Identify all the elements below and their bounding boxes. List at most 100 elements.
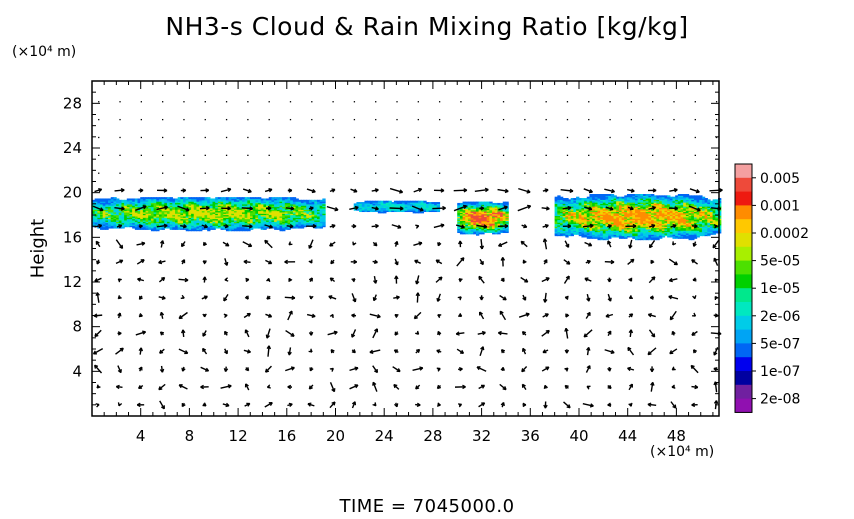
cloud-cell [570,232,574,235]
cloud-cell [314,211,318,214]
cloud-cell [459,229,464,232]
cloud-cell [481,213,485,216]
cloud-cell [693,199,698,202]
cloud-cell [410,207,414,210]
cloud-cell [191,217,195,220]
cloud-cell [314,205,318,208]
cloud-cell [597,196,601,199]
cloud-cell [180,197,184,200]
cloud-cell [271,201,275,204]
cloud-cell [565,223,569,226]
cloud-cell [158,209,163,212]
cloud-cell [459,212,464,215]
cloud-cell [648,194,652,196]
cloud-cell [704,218,708,221]
cloud-cell [308,203,313,206]
cloud-cell [102,213,106,216]
cloud-cell [586,214,591,217]
cloud-cell [110,202,115,205]
cloud-cell [276,213,281,216]
cloud-cell [316,225,321,228]
cloud-cell [225,205,230,208]
cloud-cell [212,213,216,216]
cloud-cell [715,206,719,209]
cloud-cell [100,205,104,208]
cloud-cell [667,224,671,227]
cloud-cell [573,215,577,218]
cloud-cell [153,213,157,216]
cloud-cell [166,209,171,212]
cloud-cell [573,216,577,219]
cloud-cell [715,210,719,213]
cloud-cell [624,195,628,198]
cloud-cell [592,206,596,209]
cloud-cell [565,234,569,237]
cloud-cell [364,206,368,209]
cloud-cell [148,218,152,221]
cloud-cell [407,208,411,211]
cloud-cell [121,215,125,218]
cloud-cell [709,200,714,203]
cloud-cell [303,209,307,212]
cloud-cell [110,209,115,212]
cloud-cell [680,214,684,217]
cloud-cell [322,210,326,213]
cloud-cell [292,223,297,226]
cloud-cell [656,223,660,226]
cloud-cell [632,211,636,214]
cloud-cell [268,214,273,217]
cloud-cell [589,232,593,235]
cloud-cell [207,218,211,221]
cloud-cell [393,203,398,206]
cloud-cell [616,208,620,211]
cloud-cell [196,219,200,222]
cloud-cell [581,228,585,231]
cloud-cell [314,207,318,210]
cloud-cell [274,222,278,225]
cloud-cell [457,221,461,224]
cloud-cell [492,223,496,225]
cloud-cell [322,221,326,224]
cloud-cell [140,203,144,206]
cloud-cell [215,223,219,226]
cloud-cell [223,227,227,230]
cloud-cell [610,228,615,231]
cloud-cell [667,228,671,231]
cloud-cell [215,202,219,205]
cloud-cell [608,215,612,218]
cloud-cell [672,234,676,237]
cloud-cell [659,198,663,200]
cloud-cell [316,203,321,206]
cloud-cell [486,229,490,232]
cloud-cell [597,207,601,210]
cloud-cell [228,219,232,222]
cloud-cell [602,204,607,207]
cloud-cell [97,222,101,225]
cloud-cell [306,221,310,224]
cloud-cell [145,202,149,205]
cloud-cell [562,219,566,222]
cloud-cell [559,224,564,227]
cloud-cell [316,207,321,210]
cloud-cell [306,201,310,204]
cloud-cell [616,196,620,199]
cloud-cell [462,228,466,231]
cloud-cell [428,207,433,210]
cloud-cell [423,203,427,206]
cloud-cell [172,203,176,206]
cloud-cell [500,215,504,217]
cloud-cell [140,211,144,214]
cloud-cell [643,212,647,215]
cloud-cell [696,222,700,225]
cloud-cell [314,213,318,216]
cloud-cell [292,218,297,221]
cloud-cell [311,210,315,213]
cloud-cell [295,205,299,208]
cloud-cell [94,210,98,213]
cloud-cell [581,234,585,237]
cloud-cell [621,216,625,219]
cloud-cell [459,219,464,221]
cloud-cell [618,224,623,227]
cloud-cell [465,206,469,209]
cloud-cell [233,226,238,229]
